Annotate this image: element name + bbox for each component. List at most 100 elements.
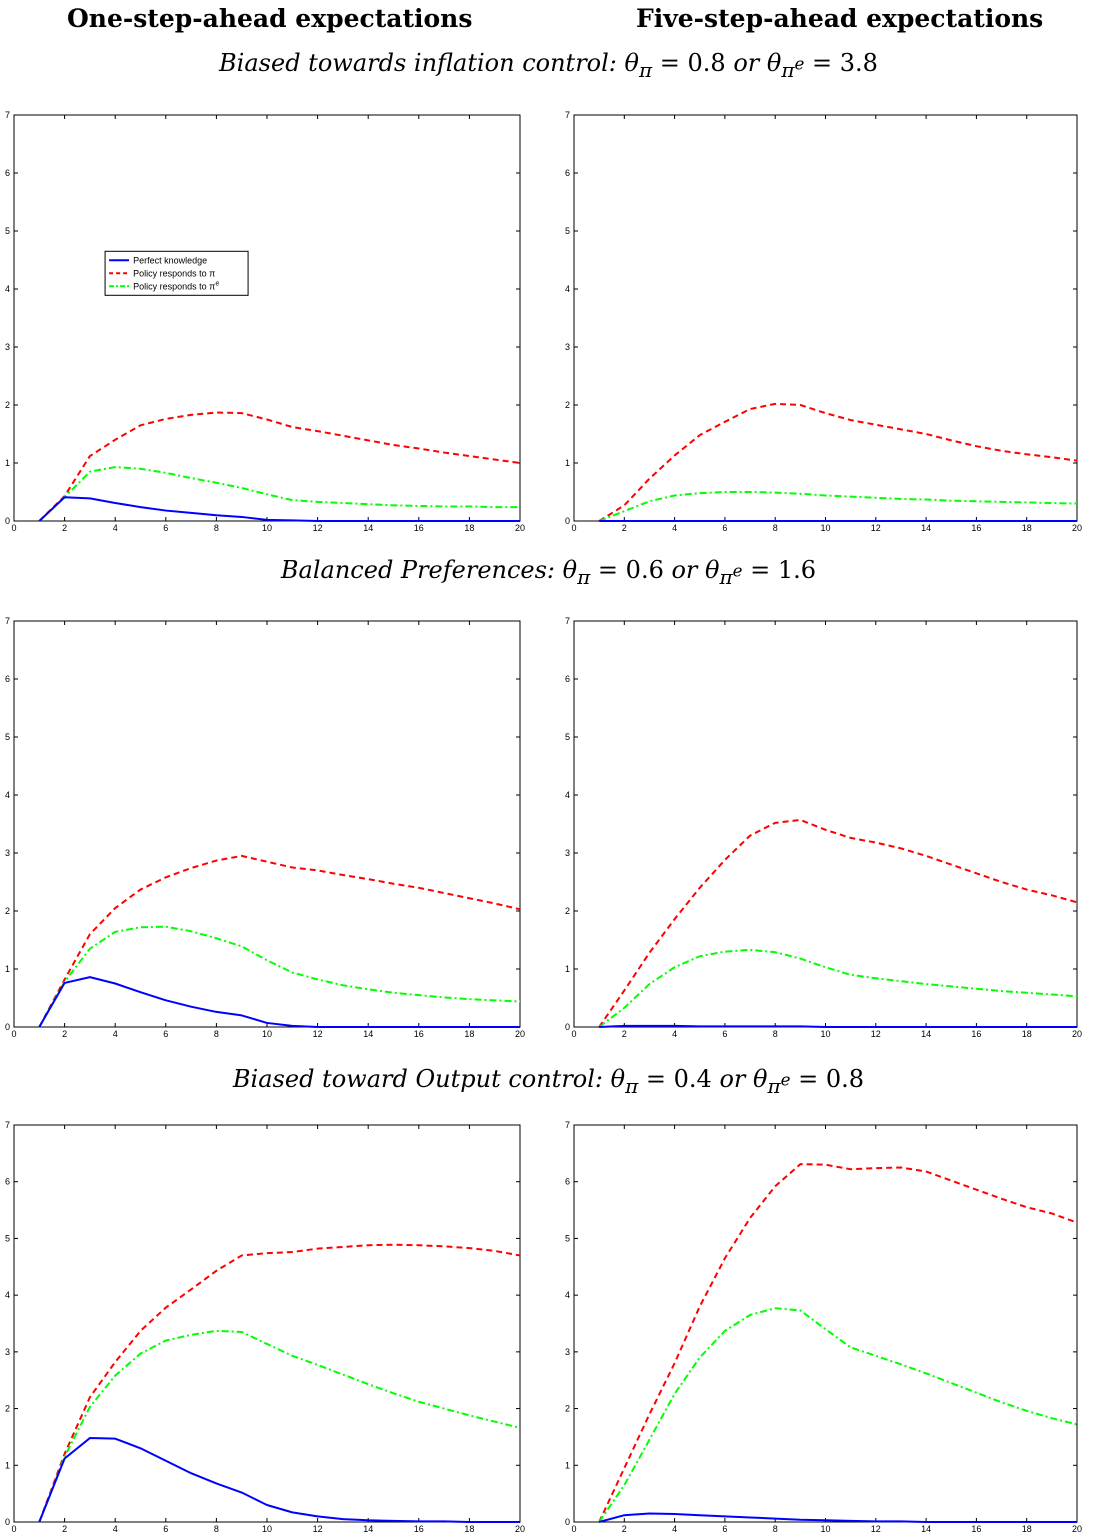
x-tick-label: 2 bbox=[622, 1029, 627, 1039]
y-tick-label: 0 bbox=[5, 1022, 10, 1032]
x-tick-label: 10 bbox=[262, 1524, 272, 1534]
x-tick-label: 2 bbox=[622, 523, 627, 533]
x-tick-label: 4 bbox=[672, 1524, 677, 1534]
y-tick-label: 4 bbox=[5, 790, 10, 800]
x-tick-label: 4 bbox=[113, 1524, 118, 1534]
x-tick-label: 18 bbox=[1022, 1029, 1032, 1039]
x-tick-label: 12 bbox=[313, 1029, 323, 1039]
y-tick-label: 6 bbox=[565, 674, 570, 684]
x-tick-label: 18 bbox=[1022, 523, 1032, 533]
x-tick-label: 18 bbox=[464, 1524, 474, 1534]
x-tick-label: 8 bbox=[773, 1524, 778, 1534]
y-tick-label: 7 bbox=[565, 110, 570, 120]
y-tick-label: 2 bbox=[5, 1404, 10, 1414]
x-tick-label: 14 bbox=[363, 523, 373, 533]
x-tick-label: 20 bbox=[515, 1524, 525, 1534]
y-tick-label: 6 bbox=[565, 168, 570, 178]
y-tick-label: 1 bbox=[565, 964, 570, 974]
series-line-policy-responds-pie bbox=[598, 491, 1078, 522]
series-line-policy-responds-pi bbox=[38, 1243, 521, 1523]
y-tick-label: 7 bbox=[565, 1120, 570, 1130]
y-tick-label: 2 bbox=[5, 400, 10, 410]
x-tick-label: 6 bbox=[722, 1029, 727, 1039]
y-tick-label: 7 bbox=[5, 1120, 10, 1130]
x-tick-label: 12 bbox=[871, 523, 881, 533]
x-tick-label: 12 bbox=[313, 523, 323, 533]
x-tick-label: 10 bbox=[820, 1029, 830, 1039]
y-tick-label: 4 bbox=[5, 1290, 10, 1300]
y-tick-label: 6 bbox=[5, 674, 10, 684]
y-tick-label: 7 bbox=[565, 616, 570, 626]
row-title-balanced-preferences: Balanced Preferences: θπ = 0.6 or θπe = … bbox=[280, 556, 817, 589]
x-tick-label: 18 bbox=[464, 1029, 474, 1039]
y-tick-label: 4 bbox=[565, 284, 570, 294]
x-tick-label: 4 bbox=[672, 523, 677, 533]
legend-superscript: e bbox=[215, 280, 219, 287]
x-tick-label: 18 bbox=[464, 523, 474, 533]
row-title-text: Biased towards inflation control: bbox=[219, 49, 617, 77]
row-title-inflation-control: Biased towards inflation control: θπ = 0… bbox=[219, 49, 878, 82]
plot-frame bbox=[13, 114, 521, 522]
series-line-policy-responds-pi bbox=[598, 1163, 1078, 1523]
legend-label-policy-responds-pie: Policy responds to πe bbox=[133, 280, 219, 291]
x-tick-label: 10 bbox=[820, 1524, 830, 1534]
series-line-perfect-knowledge bbox=[38, 1437, 520, 1523]
x-tick-label: 0 bbox=[571, 1524, 576, 1534]
x-tick-label: 16 bbox=[414, 1029, 424, 1039]
series-line-policy-responds-pie bbox=[38, 925, 521, 1028]
x-tick-label: 12 bbox=[871, 1029, 881, 1039]
series-line-policy-responds-pi bbox=[598, 818, 1078, 1028]
y-tick-label: 6 bbox=[565, 1177, 570, 1187]
series-line-policy-responds-pie bbox=[598, 1307, 1078, 1523]
column-header-one-step: One-step-ahead expectations bbox=[67, 4, 473, 33]
x-tick-label: 2 bbox=[62, 523, 67, 533]
x-tick-label: 16 bbox=[414, 1524, 424, 1534]
x-tick-label: 20 bbox=[1072, 1029, 1082, 1039]
legend-label-policy-responds-pi: Policy responds to π bbox=[133, 268, 215, 278]
x-tick-label: 14 bbox=[921, 523, 931, 533]
plot-frame bbox=[573, 114, 1078, 522]
x-tick-label: 14 bbox=[363, 1029, 373, 1039]
y-tick-label: 0 bbox=[5, 1517, 10, 1527]
x-tick-label: 14 bbox=[363, 1524, 373, 1534]
plot-frame bbox=[573, 1124, 1078, 1523]
x-tick-label: 12 bbox=[871, 1524, 881, 1534]
y-tick-label: 6 bbox=[5, 1177, 10, 1187]
x-tick-label: 6 bbox=[722, 1524, 727, 1534]
x-tick-label: 0 bbox=[571, 1029, 576, 1039]
y-tick-label: 0 bbox=[565, 1022, 570, 1032]
y-tick-label: 5 bbox=[565, 226, 570, 236]
x-tick-label: 10 bbox=[820, 523, 830, 533]
x-tick-label: 4 bbox=[113, 523, 118, 533]
y-tick-label: 5 bbox=[5, 226, 10, 236]
y-tick-label: 6 bbox=[5, 168, 10, 178]
x-tick-label: 4 bbox=[672, 1029, 677, 1039]
y-tick-label: 2 bbox=[565, 1404, 570, 1414]
y-tick-label: 0 bbox=[565, 1517, 570, 1527]
y-tick-label: 3 bbox=[5, 342, 10, 352]
x-tick-label: 2 bbox=[62, 1524, 67, 1534]
series-line-policy-responds-pi bbox=[598, 402, 1078, 522]
column-header-five-step: Five-step-ahead expectations bbox=[636, 4, 1044, 33]
y-tick-label: 3 bbox=[565, 848, 570, 858]
x-tick-label: 8 bbox=[773, 1029, 778, 1039]
x-tick-label: 0 bbox=[571, 523, 576, 533]
x-tick-label: 16 bbox=[971, 1029, 981, 1039]
x-tick-label: 20 bbox=[515, 1029, 525, 1039]
x-tick-label: 6 bbox=[163, 1524, 168, 1534]
x-tick-label: 20 bbox=[1072, 523, 1082, 533]
series-line-perfect-knowledge bbox=[38, 496, 520, 522]
series-line-policy-responds-pie bbox=[598, 948, 1078, 1028]
y-tick-label: 5 bbox=[565, 1233, 570, 1243]
x-tick-label: 10 bbox=[262, 523, 272, 533]
legend-box bbox=[104, 250, 249, 296]
y-tick-label: 0 bbox=[5, 516, 10, 526]
y-tick-label: 1 bbox=[5, 964, 10, 974]
x-tick-label: 0 bbox=[11, 1524, 16, 1534]
x-tick-label: 6 bbox=[722, 523, 727, 533]
y-tick-label: 0 bbox=[565, 516, 570, 526]
plot-frame bbox=[573, 620, 1078, 1028]
